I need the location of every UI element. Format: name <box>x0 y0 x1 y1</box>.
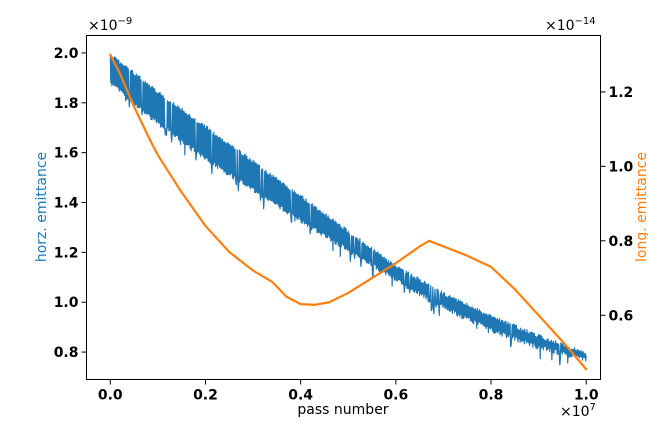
y-right-tick-label: 0.8 <box>609 234 634 250</box>
y-left-multiplier: ×10−9 <box>88 16 132 34</box>
y-right-tick-label: 0.6 <box>609 308 634 324</box>
x-tick-label: 0.4 <box>288 388 313 404</box>
plot-area <box>86 35 601 380</box>
y-left-tick-label: 0.8 <box>54 345 79 361</box>
y-left-tick-label: 1.4 <box>54 196 79 212</box>
y-right-axis-label: long. emittance <box>634 152 648 262</box>
y-left-tick-label: 1.2 <box>54 245 79 261</box>
y-right-axis: 0.6 0.8 1.0 1.2 <box>600 85 634 324</box>
x-tick-label: 0.6 <box>383 388 408 404</box>
x-tick-label: 1.0 <box>574 388 599 404</box>
x-axis-label: pass number <box>297 402 388 418</box>
x-tick-label: 0.2 <box>193 388 218 404</box>
long-emittance-line <box>109 53 588 371</box>
y-left-tick-label: 2.0 <box>54 46 79 62</box>
y-left-tick-label: 1.0 <box>54 295 79 311</box>
long-emittance-series <box>109 53 588 371</box>
y-left-tick-label: 1.8 <box>54 96 79 112</box>
x-tick-label: 0.8 <box>479 388 504 404</box>
x-axis: 0.0 0.2 0.4 0.6 0.8 1.0 <box>98 379 599 404</box>
x-multiplier: ×107 <box>560 402 596 420</box>
y-left-axis-label: horz. emittance <box>34 152 50 262</box>
x-tick-label: 0.0 <box>98 388 123 404</box>
y-right-tick-label: 1.2 <box>609 85 634 101</box>
horz-emittance-line <box>109 55 587 366</box>
y-left-axis: 0.8 1.0 1.2 1.4 1.6 1.8 2.0 <box>54 46 87 361</box>
y-right-tick-label: 1.0 <box>609 159 634 175</box>
y-right-multiplier: ×10−14 <box>545 16 596 34</box>
horz-emittance-series <box>109 55 587 366</box>
plot-frame <box>86 35 601 380</box>
y-left-tick-label: 1.6 <box>54 146 79 162</box>
